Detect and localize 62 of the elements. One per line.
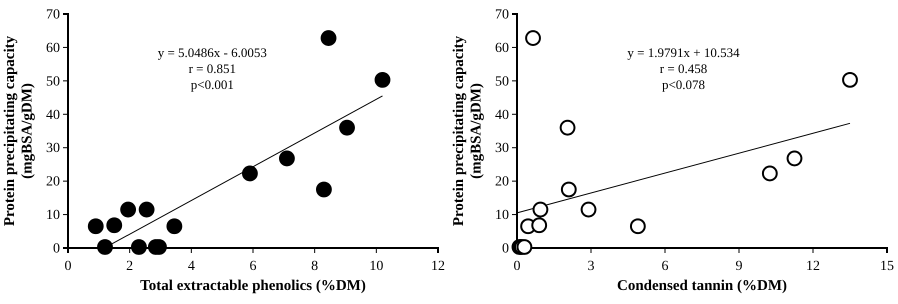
y-tick-label: 20 bbox=[46, 174, 60, 190]
point bbox=[842, 72, 858, 88]
point bbox=[339, 120, 355, 136]
point bbox=[316, 182, 332, 198]
x-axis-title: Condensed tannin (%DM) bbox=[616, 278, 788, 294]
point bbox=[630, 218, 646, 234]
x-tick-label: 3 bbox=[588, 259, 594, 274]
x-tick-label: 10 bbox=[369, 259, 384, 274]
x-tick-label: 0 bbox=[514, 259, 520, 274]
y-axis-title: Protein precipitating capacity (mgBSA/gDM) bbox=[2, 35, 36, 226]
annotation: y = 1.9791x + 10.534 bbox=[627, 45, 740, 60]
y-tick-label: 70 bbox=[46, 7, 60, 22]
annotation: p<0.001 bbox=[190, 77, 234, 92]
y-tick-label: 0 bbox=[53, 241, 60, 256]
y-tick-label: 60 bbox=[46, 40, 60, 56]
point bbox=[131, 239, 147, 255]
point bbox=[580, 202, 596, 218]
point bbox=[166, 218, 182, 234]
y-tick-label: 40 bbox=[46, 108, 60, 123]
y-tick-label: 20 bbox=[495, 174, 509, 190]
y-tick-label: 50 bbox=[495, 74, 509, 90]
point bbox=[120, 202, 136, 218]
x-tick-label: 12 bbox=[806, 259, 820, 274]
annotation: r = 0.851 bbox=[188, 61, 236, 76]
point bbox=[106, 217, 122, 234]
x-tick-label: 9 bbox=[736, 259, 742, 274]
annotation: p<0.078 bbox=[662, 77, 706, 92]
y-axis-title: Protein precipitating capacity (mgBSA/gDM) bbox=[451, 35, 484, 226]
x-axis-title: Total extractable phenolics (%DM) bbox=[140, 278, 366, 294]
y-tick-label: 50 bbox=[46, 74, 60, 90]
y-tick-label: 10 bbox=[46, 208, 60, 224]
x-tick-label: 15 bbox=[880, 259, 894, 274]
y-tick-label: 70 bbox=[495, 7, 509, 22]
point bbox=[531, 217, 548, 234]
y-tick-label: 60 bbox=[495, 40, 509, 56]
y-tick-label: 30 bbox=[495, 141, 509, 156]
point bbox=[525, 30, 541, 46]
point bbox=[532, 202, 548, 218]
annotation: y = 5.0486x - 6.0053 bbox=[158, 45, 267, 60]
x-tick-label: 12 bbox=[431, 259, 445, 274]
point bbox=[97, 239, 113, 255]
x-tick-label: 8 bbox=[311, 259, 318, 274]
x-tick-label: 6 bbox=[662, 259, 668, 274]
point bbox=[279, 150, 295, 166]
point bbox=[560, 120, 576, 136]
point bbox=[762, 166, 778, 182]
point bbox=[320, 30, 336, 46]
point bbox=[242, 166, 258, 182]
point bbox=[786, 150, 802, 166]
point bbox=[138, 202, 155, 218]
y-tick-label: 10 bbox=[495, 208, 509, 224]
y-tick-label: 30 bbox=[46, 141, 60, 156]
point bbox=[374, 72, 390, 88]
x-tick-label: 4 bbox=[188, 259, 195, 274]
x-tick-label: 2 bbox=[126, 259, 134, 274]
y-tick-label: 0 bbox=[502, 241, 509, 256]
annotation: r = 0.458 bbox=[660, 61, 708, 76]
x-tick-label: 6 bbox=[250, 259, 256, 274]
point bbox=[88, 218, 104, 234]
point bbox=[560, 182, 577, 198]
x-tick-label: 0 bbox=[64, 259, 72, 274]
y-tick-label: 40 bbox=[495, 108, 509, 123]
